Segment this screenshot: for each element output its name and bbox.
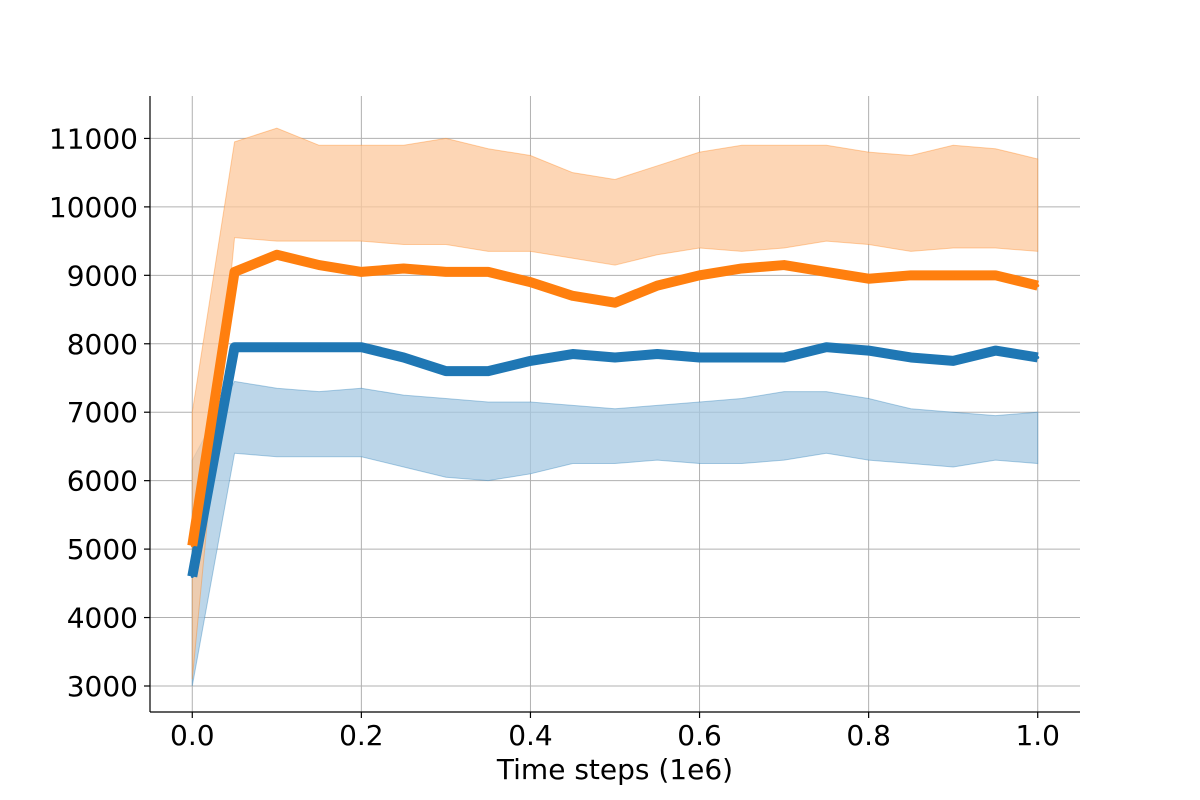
series-1-point <box>402 355 406 359</box>
y-tick-label: 4000 <box>67 602 138 635</box>
series-2-point <box>951 273 955 277</box>
series-1-point <box>1036 355 1040 359</box>
y-axis-ticks: 3000 4000 5000 6000 7000 8000 9000 10000 11000 <box>49 122 150 703</box>
x-tick-label: 0.6 <box>677 719 722 752</box>
series-1-point <box>824 345 828 349</box>
series-2-band <box>191 127 1039 680</box>
series-2-point <box>528 280 532 284</box>
series-1-point <box>867 349 871 353</box>
y-tick-label: 3000 <box>67 670 138 703</box>
series-2-point <box>655 284 659 288</box>
series-1-point <box>993 349 997 353</box>
y-tick-label: 7000 <box>67 396 138 429</box>
y-tick-label: 11000 <box>49 122 138 155</box>
x-axis-label: Time steps (1e6) <box>496 753 733 786</box>
series-1-band <box>191 380 1039 687</box>
series-2-point <box>1036 284 1040 288</box>
series-1-point <box>698 355 702 359</box>
confidence-bands <box>191 127 1039 687</box>
series-lines <box>187 249 1040 578</box>
series-2-point <box>486 270 490 274</box>
y-tick-label: 5000 <box>67 533 138 566</box>
series-2-point <box>571 294 575 298</box>
axes <box>149 96 1080 713</box>
series-2-point <box>867 277 871 281</box>
y-tick-label: 6000 <box>67 465 138 498</box>
series-1-point <box>740 355 744 359</box>
series-1-point <box>909 355 913 359</box>
series-1-point <box>486 369 490 373</box>
series-2-point <box>275 253 279 257</box>
y-tick-label: 10000 <box>49 191 138 224</box>
series-1-point <box>571 352 575 356</box>
series-1-point <box>359 345 363 349</box>
series-2-point <box>190 544 194 548</box>
series-2-point <box>782 263 786 267</box>
x-tick-label: 0.2 <box>339 719 384 752</box>
series-2-point <box>359 270 363 274</box>
series-2-point <box>233 270 237 274</box>
series-2-point <box>613 301 617 305</box>
series-2-point <box>740 266 744 270</box>
x-tick-label: 1.0 <box>1015 719 1060 752</box>
series-1-point <box>613 355 617 359</box>
series-1-point <box>190 574 194 578</box>
y-tick-label: 9000 <box>67 259 138 292</box>
series-2-point <box>444 270 448 274</box>
series-1-point <box>655 352 659 356</box>
series-2-point <box>402 266 406 270</box>
x-tick-label: 0.4 <box>508 719 553 752</box>
series-1-point <box>275 345 279 349</box>
series-2-point <box>824 270 828 274</box>
series-2-point <box>993 273 997 277</box>
y-tick-label: 8000 <box>67 328 138 361</box>
series-1-point <box>782 355 786 359</box>
series-1-point <box>528 359 532 363</box>
series-1-point <box>951 359 955 363</box>
series-2-point <box>909 273 913 277</box>
series-2-point <box>698 273 702 277</box>
x-axis-ticks: 0.0 0.2 0.4 0.6 0.8 1.0 <box>170 712 1060 752</box>
series-1-point <box>317 345 321 349</box>
series-1-point <box>233 345 237 349</box>
x-tick-label: 0.8 <box>846 719 891 752</box>
series-1-point <box>444 369 448 373</box>
x-tick-label: 0.0 <box>170 719 215 752</box>
series-2-point <box>317 263 321 267</box>
